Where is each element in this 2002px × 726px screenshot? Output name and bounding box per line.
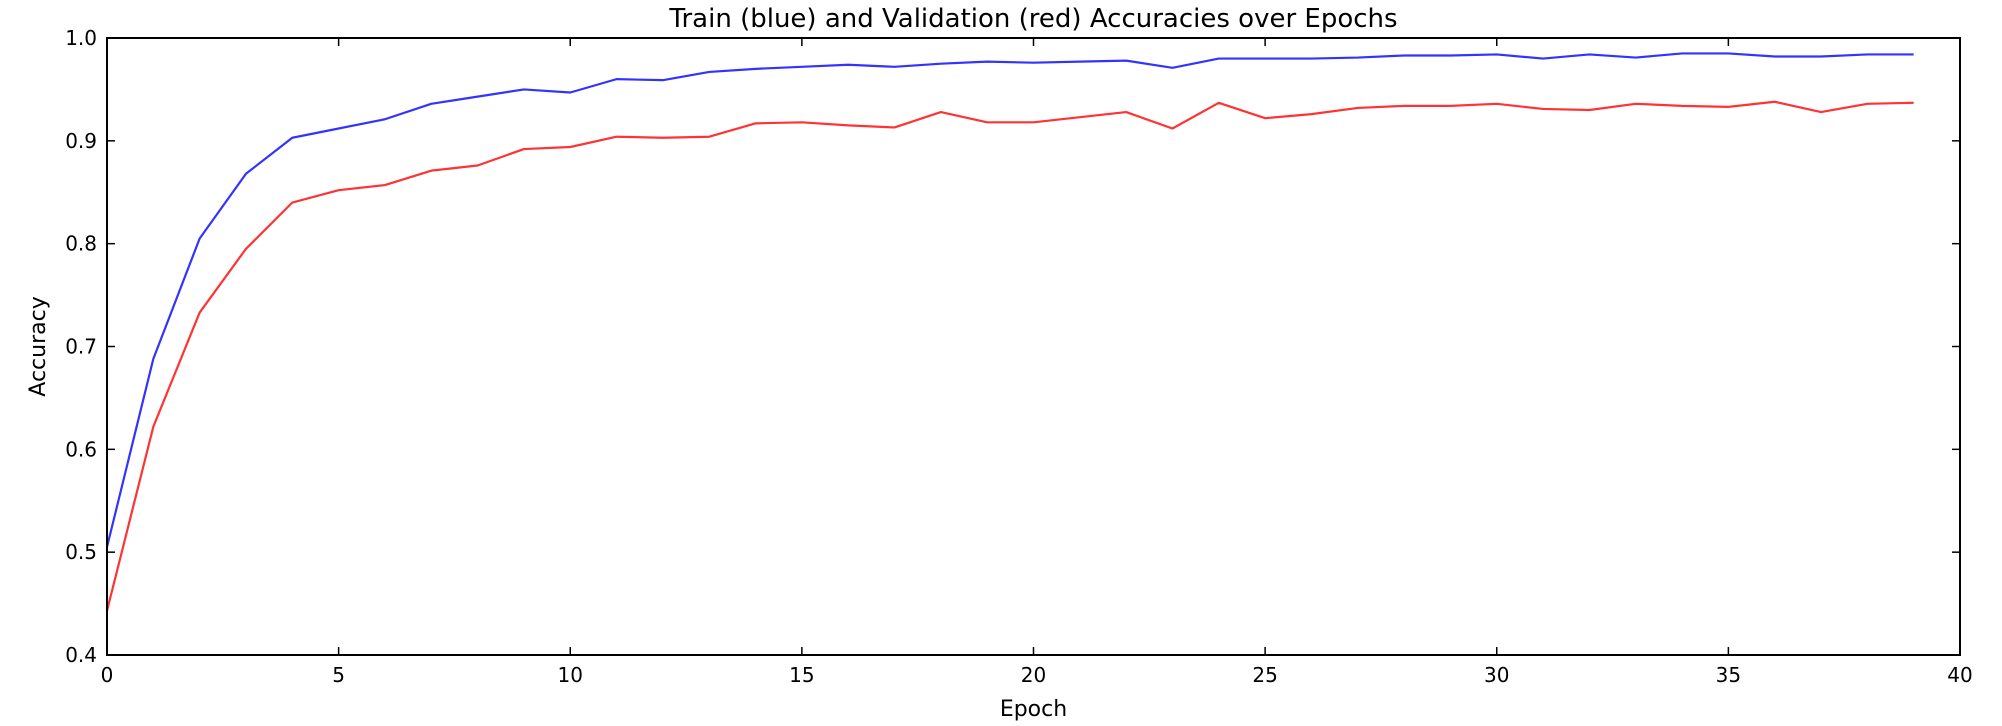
series-line-validation bbox=[105, 100, 1914, 612]
x-tick-label: 15 bbox=[789, 663, 814, 687]
x-tick-label: 10 bbox=[558, 663, 583, 687]
x-tick-label: 35 bbox=[1716, 663, 1741, 687]
x-tick-label: 30 bbox=[1484, 663, 1509, 687]
x-tick-label: 40 bbox=[1947, 663, 1972, 687]
series-line-train bbox=[105, 52, 1914, 548]
x-tick-label: 25 bbox=[1252, 663, 1277, 687]
x-tick-label: 20 bbox=[1021, 663, 1046, 687]
y-tick-label: 0.9 bbox=[65, 129, 97, 153]
y-axis-label: Accuracy bbox=[26, 296, 51, 396]
series-layer bbox=[105, 52, 1914, 612]
y-tick-label: 1.0 bbox=[65, 26, 97, 50]
x-axis-label: Epoch bbox=[1000, 697, 1067, 722]
y-tick-label: 0.5 bbox=[65, 540, 97, 564]
y-tick-label: 0.6 bbox=[65, 437, 97, 461]
y-tick-label: 0.7 bbox=[65, 335, 97, 359]
x-tick-label: 0 bbox=[101, 663, 114, 687]
y-axis: 0.4 0.5 0.6 0.7 0.8 0.9 1.0 bbox=[65, 26, 1960, 667]
y-tick-label: 0.8 bbox=[65, 232, 97, 256]
y-tick-label: 0.4 bbox=[65, 643, 97, 667]
x-axis: 0 5 10 15 20 25 30 35 40 bbox=[101, 38, 1973, 687]
x-tick-label: 5 bbox=[332, 663, 345, 687]
plot-frame bbox=[106, 37, 1961, 656]
chart-title: Train (blue) and Validation (red) Accura… bbox=[668, 4, 1397, 34]
